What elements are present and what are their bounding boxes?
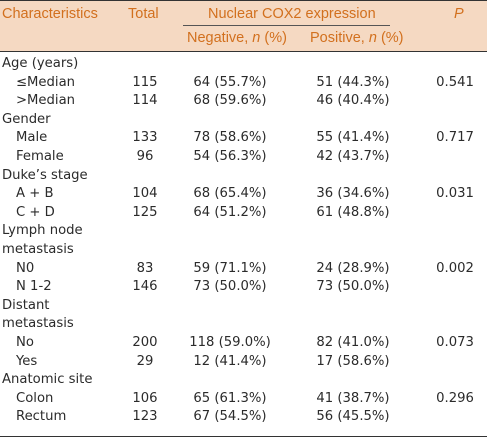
section-title: Anatomic site bbox=[2, 372, 93, 388]
section-title: Distant bbox=[2, 297, 50, 313]
section-title: Gender bbox=[2, 111, 51, 127]
n-label-negative: n bbox=[252, 30, 261, 46]
row-label: Female bbox=[16, 149, 64, 164]
header-positive: Positive, n (%) bbox=[310, 29, 404, 47]
bottom-rule bbox=[0, 436, 487, 437]
cell-positive: 73 (50.0%) bbox=[316, 279, 390, 295]
cell-negative: 78 (58.6%) bbox=[193, 130, 267, 146]
header-characteristics: Characteristics bbox=[2, 6, 98, 22]
cell-negative: 65 (61.3%) bbox=[193, 390, 267, 406]
row-label: Colon bbox=[16, 390, 54, 406]
cell-negative: 118 (59.0%) bbox=[189, 335, 271, 350]
pct-suffix-positive: (%) bbox=[376, 30, 404, 46]
cell-negative: 59 (71.1%) bbox=[193, 260, 267, 276]
pct-suffix-negative: (%) bbox=[260, 30, 287, 46]
cell-positive: 42 (43.7%) bbox=[316, 149, 390, 164]
cell-negative: 73 (50.0%) bbox=[193, 279, 267, 295]
section-title: metastasis bbox=[2, 316, 74, 332]
cell-positive: 56 (45.5%) bbox=[316, 409, 390, 425]
row-label: C + D bbox=[16, 204, 55, 220]
cell-total: 114 bbox=[132, 93, 158, 109]
row-label: ≤Median bbox=[16, 74, 76, 90]
n-label-positive: n bbox=[368, 30, 377, 46]
cell-positive: 46 (40.4%) bbox=[316, 93, 390, 109]
row-label: >Median bbox=[16, 93, 76, 109]
cell-total: 146 bbox=[132, 279, 158, 295]
header-total: Total bbox=[128, 6, 159, 22]
cell-positive: 51 (44.3%) bbox=[316, 74, 390, 90]
row-label: Yes bbox=[16, 353, 38, 369]
cell-total: 123 bbox=[132, 409, 158, 425]
cell-positive: 41 (38.7%) bbox=[316, 390, 390, 406]
cell-negative: 54 (56.3%) bbox=[193, 149, 267, 164]
cell-positive: 24 (28.9%) bbox=[316, 260, 390, 276]
cell-p-value: 0.541 bbox=[436, 74, 474, 90]
top-rule bbox=[0, 0, 487, 1]
cell-total: 104 bbox=[132, 186, 158, 202]
cell-positive: 36 (34.6%) bbox=[316, 186, 390, 202]
p-label: P bbox=[454, 6, 464, 22]
cell-total: 106 bbox=[132, 390, 158, 406]
negative-label: Negative, bbox=[187, 30, 253, 46]
row-label: Rectum bbox=[16, 409, 67, 425]
cell-total: 96 bbox=[136, 149, 154, 164]
row-label: Male bbox=[16, 130, 48, 146]
cell-negative: 12 (41.4%) bbox=[193, 353, 267, 369]
section-title: metastasis bbox=[2, 242, 74, 257]
cell-total: 200 bbox=[132, 335, 158, 350]
cell-total: 29 bbox=[136, 353, 154, 369]
header-p: P bbox=[454, 5, 464, 23]
cell-total: 115 bbox=[132, 74, 158, 90]
cell-positive: 61 (48.8%) bbox=[316, 204, 390, 220]
cell-p-value: 0.002 bbox=[436, 260, 474, 276]
row-label: No bbox=[16, 335, 34, 350]
cell-positive: 82 (41.0%) bbox=[316, 335, 390, 350]
cell-positive: 55 (41.4%) bbox=[316, 130, 390, 146]
cell-p-value: 0.296 bbox=[436, 390, 474, 406]
cell-negative: 68 (65.4%) bbox=[193, 186, 267, 202]
section-title: Duke’s stage bbox=[2, 167, 88, 183]
cell-p-value: 0.717 bbox=[436, 130, 474, 146]
row-label: N0 bbox=[16, 260, 35, 276]
cell-negative: 64 (51.2%) bbox=[193, 204, 267, 220]
cell-negative: 68 (59.6%) bbox=[193, 93, 267, 109]
cell-total: 133 bbox=[132, 130, 158, 146]
cell-negative: 67 (54.5%) bbox=[193, 409, 267, 425]
cell-positive: 17 (58.6%) bbox=[316, 353, 390, 369]
row-label: A + B bbox=[16, 186, 54, 202]
header-bottom-rule bbox=[0, 51, 487, 52]
cell-p-value: 0.031 bbox=[436, 186, 474, 202]
header-negative: Negative, n (%) bbox=[187, 29, 287, 47]
row-label: N 1-2 bbox=[16, 279, 52, 295]
section-title: Age (years) bbox=[2, 56, 79, 71]
cell-negative: 64 (55.7%) bbox=[193, 74, 267, 90]
group-underline bbox=[183, 25, 390, 26]
header-group: Nuclear COX2 expression bbox=[208, 6, 376, 22]
cell-total: 125 bbox=[132, 204, 158, 220]
positive-label: Positive, bbox=[310, 30, 369, 46]
section-title: Lymph node bbox=[2, 223, 83, 239]
cell-total: 83 bbox=[136, 260, 154, 276]
cell-p-value: 0.073 bbox=[436, 335, 474, 350]
